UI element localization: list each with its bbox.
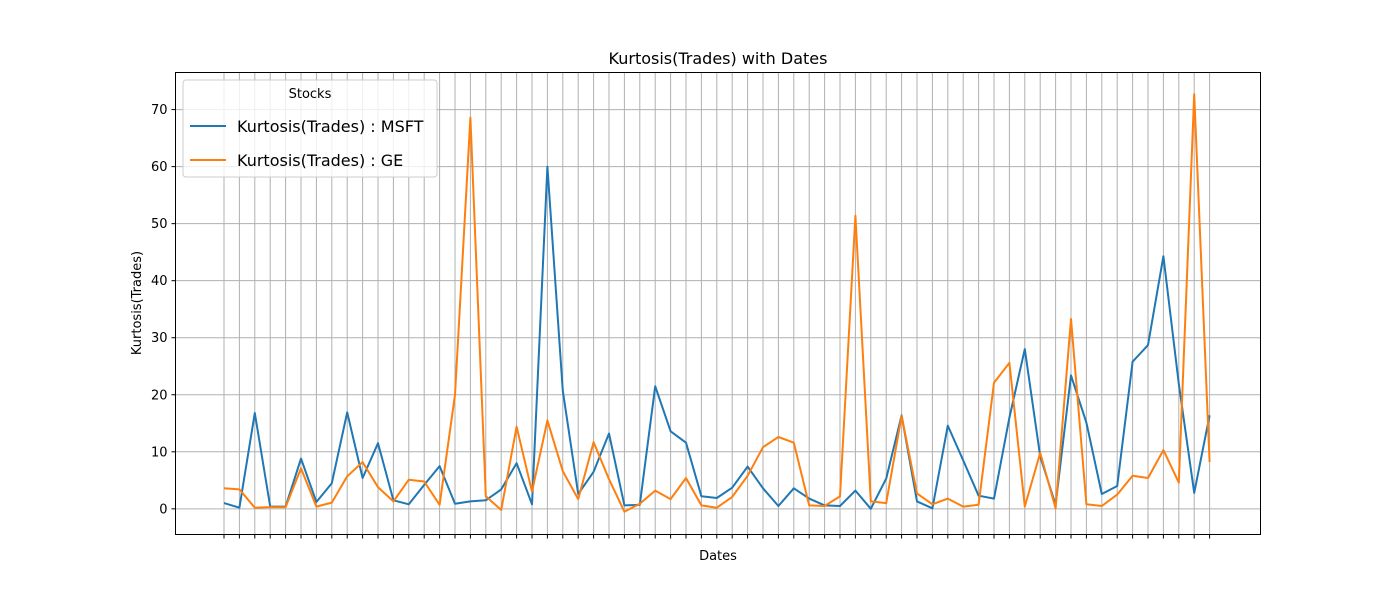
- y-tick-label: 50: [151, 217, 168, 232]
- y-ticks: 0 10 20 30 40 50 60 70: [151, 103, 176, 517]
- legend-label-msft: Kurtosis(Trades) : MSFT: [237, 117, 424, 136]
- chart-title: Kurtosis(Trades) with Dates: [609, 49, 828, 68]
- y-tick-label: 30: [151, 331, 168, 346]
- y-tick-label: 10: [151, 445, 168, 460]
- series-lines: [223, 93, 1211, 513]
- y-tick-label: 70: [151, 103, 168, 118]
- y-tick-label: 40: [151, 274, 168, 289]
- y-tick-label: 60: [151, 160, 168, 175]
- legend-label-ge: Kurtosis(Trades) : GE: [237, 151, 403, 170]
- x-ticks: [223, 534, 1211, 539]
- legend-box: [182, 79, 438, 178]
- series-line-ge: [223, 93, 1211, 513]
- legend: Stocks Kurtosis(Trades) : MSFT Kurtosis(…: [182, 79, 438, 178]
- legend-title: Stocks: [289, 87, 332, 102]
- y-tick-label: 0: [159, 502, 167, 517]
- y-tick-label: 20: [151, 388, 168, 403]
- x-axis-label: Dates: [699, 549, 737, 564]
- y-axis-label: Kurtosis(Trades): [130, 251, 145, 355]
- plot-frame: [175, 72, 1261, 535]
